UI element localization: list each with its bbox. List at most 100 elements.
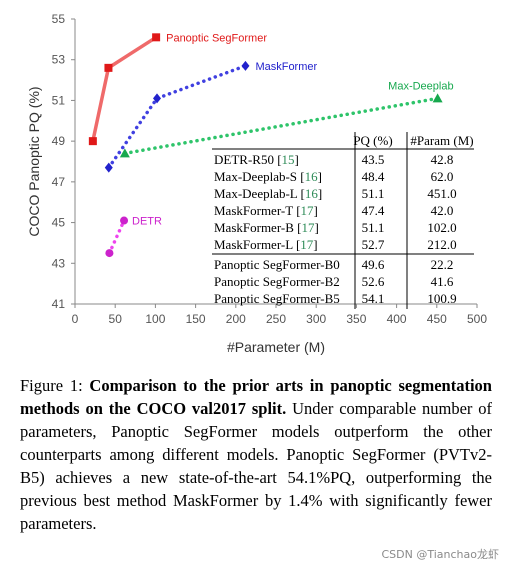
point-max-deeplab <box>119 148 130 158</box>
citation-ref: 17 <box>301 203 315 218</box>
point-maskformer <box>104 162 113 173</box>
citation-close: ] <box>295 152 299 167</box>
method-name: MaskFormer-B <box>214 220 294 235</box>
caption-body: Under comparable number of parameters, P… <box>20 399 492 533</box>
citation-open: [ <box>274 152 282 167</box>
y-tick-label: 51 <box>52 93 66 107</box>
figure-caption: Figure 1: Comparison to the prior arts i… <box>20 374 492 535</box>
table-cell-param: 22.2 <box>431 257 454 272</box>
y-tick-label: 41 <box>52 297 66 311</box>
point-maskformer <box>241 60 250 71</box>
table-cell-param: 41.6 <box>431 274 454 289</box>
caption-bold: Comparison to the prior arts in panoptic… <box>20 376 492 418</box>
citation-ref: 15 <box>282 152 295 167</box>
series-label-max-deeplab: Max-Deeplab <box>388 80 453 92</box>
point-panoptic-segformer <box>104 63 113 72</box>
citation-ref: 17 <box>302 220 316 235</box>
y-axis-title: COCO Panoptic PQ (%) <box>26 86 42 236</box>
table-cell-pq: 51.1 <box>362 186 385 201</box>
citation-close: ] <box>318 186 322 201</box>
citation-open: [ <box>294 220 302 235</box>
watermark: CSDN @Tianchao龙虾 <box>381 548 500 561</box>
table-header-param: #Param (M) <box>410 133 473 148</box>
x-tick-label: 350 <box>346 312 366 326</box>
series-line-max-deeplab <box>123 96 440 156</box>
method-name: MaskFormer-T <box>214 203 293 218</box>
point-panoptic-segformer <box>88 137 97 146</box>
method-name: DETR-R50 <box>214 152 274 167</box>
method-name: Panoptic SegFormer-B0 <box>214 257 340 272</box>
citation-open: [ <box>293 203 301 218</box>
method-name: Max-Deeplab-L <box>214 186 298 201</box>
table-cell-param: 62.0 <box>431 169 454 184</box>
table-cell-param: 100.9 <box>427 291 456 306</box>
series-label-panoptic-segformer: Panoptic SegFormer <box>166 32 267 44</box>
method-name: MaskFormer-L <box>214 237 293 252</box>
point-max-deeplab <box>432 93 443 103</box>
x-tick-label: 500 <box>467 312 487 326</box>
table-cell-pq: 51.1 <box>362 220 385 235</box>
x-tick-label: 300 <box>306 312 326 326</box>
table-row-name: MaskFormer-B [17] <box>214 220 319 235</box>
table-cell-pq: 49.6 <box>362 257 385 272</box>
y-tick-label: 55 <box>52 12 66 26</box>
table-row-name: Panoptic SegFormer-B2 <box>214 274 340 289</box>
point-detr <box>120 216 129 225</box>
x-tick-label: 0 <box>72 312 79 326</box>
table-row-name: MaskFormer-L [17] <box>214 237 318 252</box>
series-label-detr: DETR <box>132 216 162 228</box>
y-tick-label: 45 <box>52 216 66 230</box>
x-axis-title: #Parameter (M) <box>227 339 325 355</box>
y-tick-label: 47 <box>52 175 66 189</box>
series-label-maskformer: MaskFormer <box>255 61 317 73</box>
table-cell-param: 212.0 <box>427 237 456 252</box>
table-row-name: Max-Deeplab-L [16] <box>214 186 322 201</box>
method-name: Panoptic SegFormer-B5 <box>214 291 340 306</box>
table-row-name: MaskFormer-T [17] <box>214 203 318 218</box>
point-panoptic-segformer <box>152 33 161 42</box>
y-tick-label: 49 <box>52 134 66 148</box>
x-tick-label: 100 <box>145 312 165 326</box>
table-row-name: Panoptic SegFormer-B0 <box>214 257 340 272</box>
comparison-table: PQ (%) #Param (M) DETR-R50 [15] 43.5 42.8 Max… <box>212 132 474 309</box>
table-cell-param: 102.0 <box>427 220 456 235</box>
table-cell-param: 42.0 <box>431 203 454 218</box>
citation-open: [ <box>297 169 305 184</box>
x-tick-label: 200 <box>226 312 246 326</box>
table-cell-pq: 43.5 <box>362 152 385 167</box>
caption-prefix: Figure 1: <box>20 376 90 395</box>
table-cell-pq: 52.6 <box>362 274 385 289</box>
x-tick-label: 250 <box>266 312 286 326</box>
citation-close: ] <box>318 169 322 184</box>
table-row-name: DETR-R50 [15] <box>214 152 299 167</box>
x-tick-label: 150 <box>186 312 206 326</box>
point-detr <box>105 249 114 258</box>
panoptic-pq-chart: 0 50 100 150 200 250 300 350 400 450 500 41 43 45 47 49… <box>26 12 487 355</box>
citation-open: [ <box>293 237 301 252</box>
point-maskformer <box>153 93 162 104</box>
method-name: Panoptic SegFormer-B2 <box>214 274 340 289</box>
x-tick-label: 400 <box>387 312 407 326</box>
table-row-name: Max-Deeplab-S [16] <box>214 169 322 184</box>
series-line-detr <box>107 218 126 255</box>
table-cell-pq: 54.1 <box>362 291 385 306</box>
citation-close: ] <box>313 237 317 252</box>
table-cell-param: 451.0 <box>427 186 456 201</box>
citation-close: ] <box>315 220 319 235</box>
citation-close: ] <box>314 203 318 218</box>
citation-open: [ <box>297 186 305 201</box>
table-cell-pq: 48.4 <box>362 169 385 184</box>
x-tick-label: 450 <box>427 312 447 326</box>
table-header-pq: PQ (%) <box>353 133 392 148</box>
citation-ref: 16 <box>305 169 319 184</box>
citation-ref: 17 <box>300 237 314 252</box>
table-cell-param: 42.8 <box>431 152 454 167</box>
method-name: Max-Deeplab-S <box>214 169 297 184</box>
citation-ref: 16 <box>305 186 319 201</box>
x-tick-label: 50 <box>109 312 123 326</box>
table-cell-pq: 52.7 <box>362 237 385 252</box>
y-tick-label: 43 <box>52 256 66 270</box>
series-line-panoptic-segformer <box>91 35 158 142</box>
y-tick-label: 53 <box>52 53 66 67</box>
